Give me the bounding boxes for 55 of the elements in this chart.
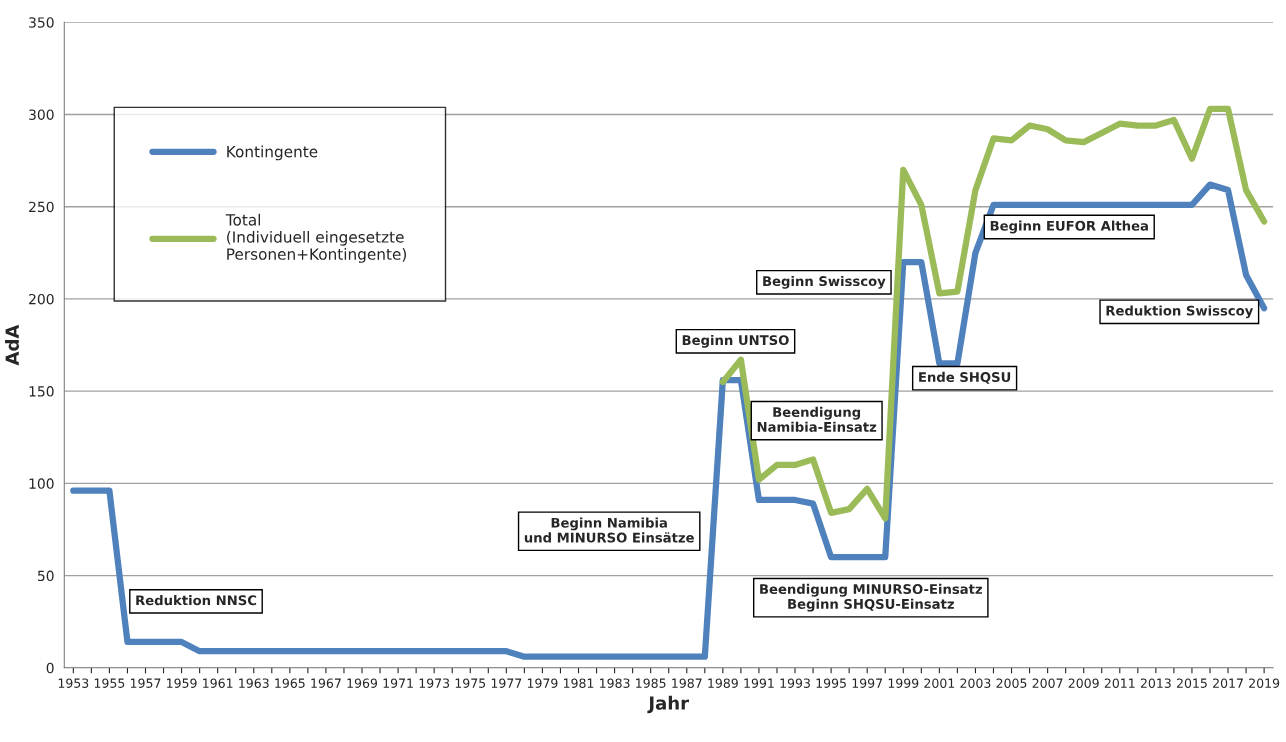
x-tick-label: 1969: [347, 678, 378, 688]
x-tick-label: 2009: [1068, 678, 1099, 688]
y-tick-label: 150: [29, 386, 54, 397]
annotation: Beendigung Namibia-Einsatz: [757, 406, 877, 432]
y-axis-title: AdA: [5, 324, 20, 366]
annotation: Beginn Swisscoy: [763, 275, 886, 289]
x-tick-label: 1995: [816, 678, 846, 688]
x-tick-label: 2005: [996, 678, 1027, 688]
x-tick-label: 1987: [672, 678, 702, 688]
x-tick-label: 2003: [960, 678, 991, 688]
legend-label: Kontingente: [227, 145, 318, 161]
x-tick-label: 1957: [130, 678, 161, 688]
annotation: Beendigung MINURSO-Einsatz Beginn SHQSU-Einsatz: [760, 583, 982, 612]
x-tick-label: 1997: [852, 678, 883, 688]
x-tick-label: 2001: [924, 678, 955, 688]
x-tick-label: 1981: [563, 678, 594, 688]
annotation: Reduktion Swisscoy: [1106, 305, 1254, 319]
x-tick-label: 2015: [1176, 678, 1207, 688]
x-tick-label: 1999: [888, 678, 919, 688]
x-tick-label: 1989: [708, 678, 738, 688]
y-tick-label: 0: [46, 662, 54, 674]
x-tick-label: 1975: [455, 678, 486, 688]
x-tick-label: 2017: [1213, 678, 1243, 688]
x-tick-label: 1973: [419, 678, 450, 688]
x-tick-label: 1985: [636, 678, 666, 688]
y-tick-label: 200: [29, 293, 54, 305]
x-tick-label: 1993: [780, 678, 810, 688]
annotation: Ende SHQSU: [919, 371, 1011, 384]
x-tick-label: 1983: [600, 678, 630, 688]
x-tick-label: 1953: [58, 678, 89, 688]
y-tick-label: 350: [29, 17, 54, 28]
x-tick-label: 1963: [239, 678, 269, 688]
x-tick-label: 1965: [275, 678, 305, 688]
y-tick-label: 50: [37, 570, 54, 582]
x-tick-label: 1977: [491, 678, 522, 688]
y-tick-label: 250: [29, 201, 54, 213]
x-tick-label: 2007: [1032, 678, 1063, 688]
legend-label: Total (Individuell eingesetzte Personen+Kontingente): [225, 213, 407, 263]
x-tick-label: 1961: [203, 678, 233, 688]
x-tick-label: 2011: [1104, 678, 1135, 688]
annotation: Beginn Namibia und MINURSO Einsätze: [524, 517, 694, 543]
annotation: Reduktion NNSC: [136, 595, 257, 606]
x-tick-label: 2019: [1249, 678, 1280, 688]
x-tick-label: 1971: [383, 678, 413, 688]
y-tick-label: 300: [29, 109, 54, 120]
annotation: Beginn UNTSO: [682, 334, 789, 348]
x-axis-title: Jahr: [647, 695, 689, 714]
x-tick-label: 1967: [311, 678, 341, 688]
x-tick-label: 1979: [527, 678, 558, 688]
x-tick-label: 1991: [744, 678, 774, 688]
x-tick-label: 1959: [167, 678, 197, 688]
x-tick-label: 1955: [94, 678, 125, 688]
x-tick-label: 2013: [1140, 678, 1171, 688]
y-tick-label: 100: [29, 478, 54, 489]
annotation: Beginn EUFOR Althea: [990, 220, 1148, 234]
